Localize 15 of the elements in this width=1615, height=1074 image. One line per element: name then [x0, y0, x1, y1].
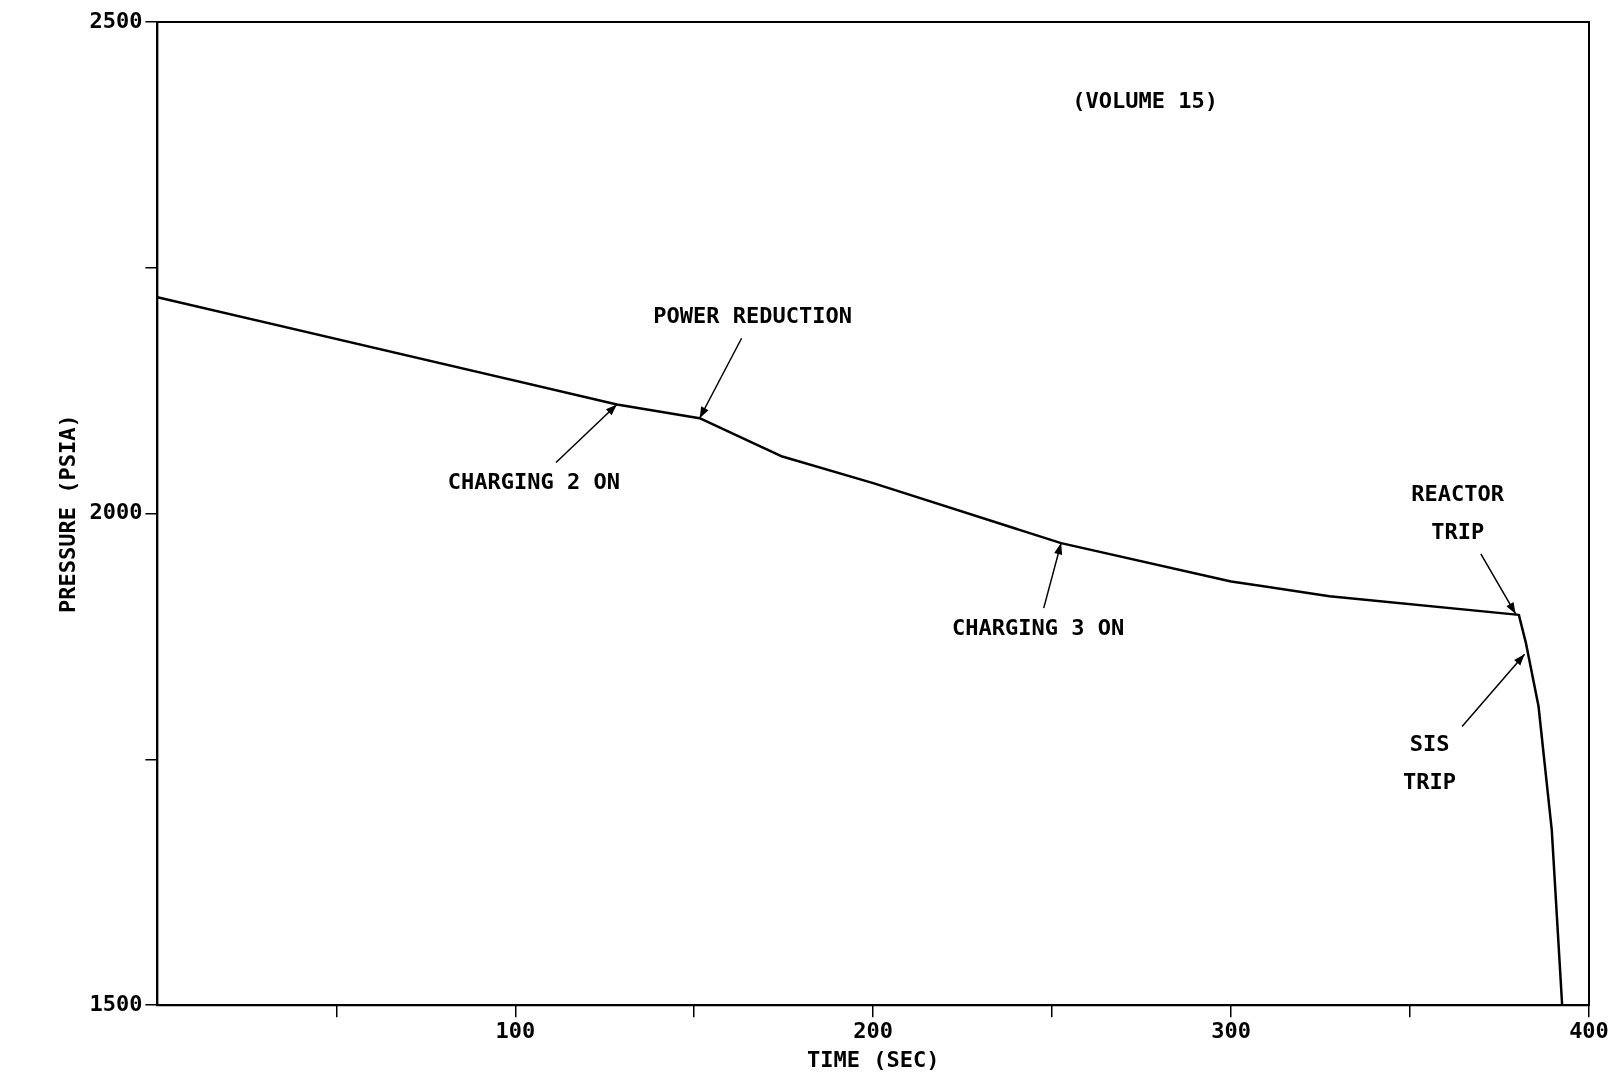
x-axis-title: TIME (SEC): [806, 1046, 940, 1072]
y-tick-label: 1500: [89, 990, 143, 1016]
annotation: REACTOR TRIP: [1411, 480, 1505, 544]
x-tick-label: 100: [495, 1018, 536, 1044]
y-axis-title: PRESSURE (PSIA): [54, 414, 80, 613]
annotation: SIS TRIP: [1403, 730, 1457, 794]
annotation: CHARGING 2 ON: [447, 469, 621, 495]
annotation: CHARGING 3 ON: [952, 614, 1125, 640]
x-tick-label: 300: [1211, 1018, 1251, 1044]
x-tick-label: 400: [1569, 1018, 1609, 1044]
y-tick-label: 2500: [89, 7, 143, 33]
annotation: POWER REDUCTION: [653, 302, 852, 328]
annotation: (VOLUME 15): [1072, 87, 1219, 113]
x-tick-label: 200: [853, 1018, 894, 1044]
y-tick-label: 2000: [89, 499, 143, 525]
